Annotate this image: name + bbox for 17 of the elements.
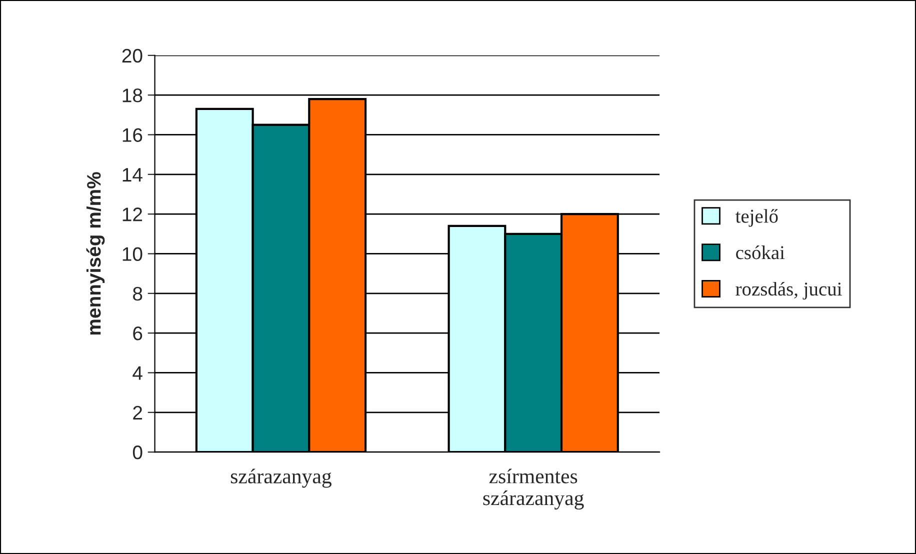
x-tick-label: szárazanyag bbox=[230, 468, 332, 488]
y-tick-label: 6 bbox=[133, 326, 142, 340]
legend-label: csókai bbox=[736, 246, 785, 260]
y-tick-label: 16 bbox=[122, 128, 142, 142]
y-tick-label: 0 bbox=[132, 446, 142, 460]
legend-label: rozsdás, jucui bbox=[736, 282, 842, 300]
y-tick-label: 10 bbox=[122, 247, 142, 261]
y-tick-label: 14 bbox=[122, 168, 142, 182]
y-tick-label: 12 bbox=[122, 208, 142, 222]
y-tick-label: 8 bbox=[133, 286, 142, 301]
y-axis-title: mennyiség m/m% bbox=[86, 172, 105, 335]
legend-label: tejelő bbox=[736, 209, 778, 227]
y-tick-label: 20 bbox=[122, 48, 142, 63]
y-tick-label: 2 bbox=[133, 406, 142, 420]
y-tick-label: 4 bbox=[132, 366, 142, 380]
x-tick-label: zsírmentes szárazanyag bbox=[483, 468, 584, 510]
y-tick-label: 18 bbox=[122, 88, 142, 102]
